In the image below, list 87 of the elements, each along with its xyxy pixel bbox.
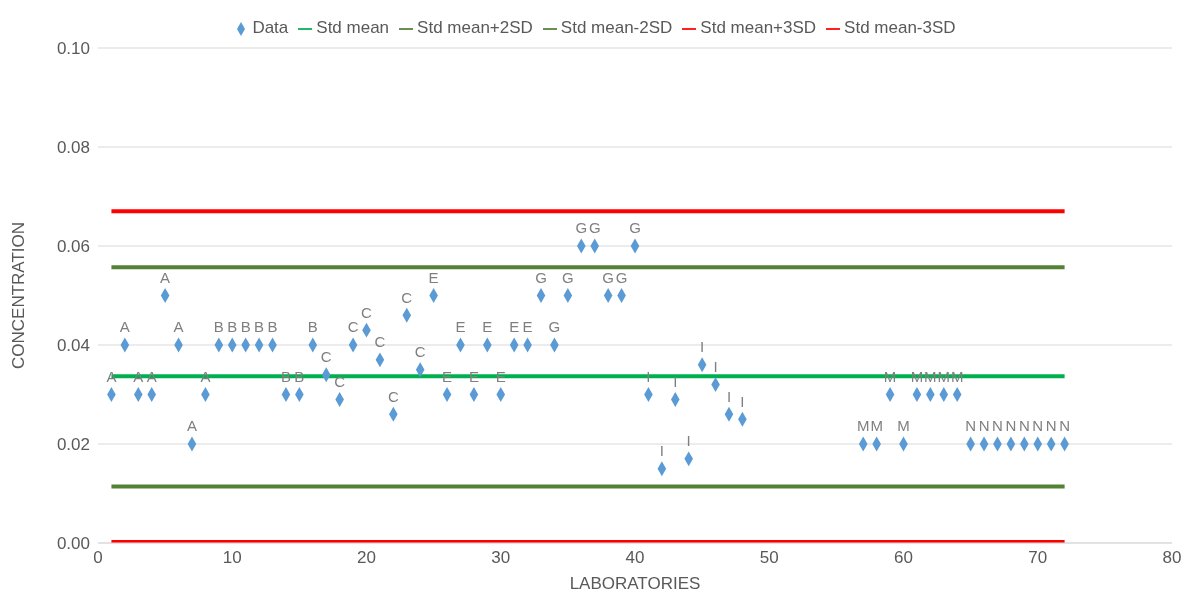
data-label: A [173,318,184,336]
data-label: E [468,367,479,385]
data-label: M [924,367,937,385]
data-label: I [713,358,718,376]
data-label: C [347,318,359,336]
data-label: C [361,303,373,321]
data-label: N [992,417,1003,435]
data-label: B [240,318,251,336]
data-label: B [307,318,318,336]
data-label: G [562,268,574,286]
data-label: N [1018,417,1030,435]
y-tick-label: 0.06 [56,237,90,257]
data-label: N [1032,417,1044,435]
data-label: N [978,417,990,435]
data-label: G [535,268,547,286]
data-label: B [227,318,238,336]
data-label: E [509,318,520,336]
data-label: A [160,268,171,286]
data-label: E [428,268,439,286]
data-label: C [401,288,413,306]
data-label: C [334,372,346,390]
data-label: G [548,318,561,336]
data-label: B [213,318,224,336]
data-label: M [897,417,910,435]
legend-label: Std mean [316,18,390,37]
x-tick-label: 70 [1028,548,1048,568]
x-tick-label: 20 [357,548,376,568]
data-label: A [146,367,157,385]
data-label: E [495,367,506,385]
data-label: B [254,318,265,336]
x-tick-label: 0 [93,548,103,568]
data-label: M [950,367,964,385]
data-label: A [186,417,197,435]
data-label: I [659,442,664,460]
data-label: A [200,367,211,385]
data-label: G [602,268,614,286]
data-label: G [615,268,628,286]
data-label: M [937,367,951,385]
data-label: G [629,219,641,237]
x-tick-label: 60 [894,548,913,568]
data-label: I [740,392,745,410]
data-label: I [726,387,732,405]
legend-label: Std mean+2SD [417,18,533,37]
data-label: E [455,318,466,336]
data-label: B [280,367,291,385]
data-label: E [482,318,493,336]
legend-label: Std mean-2SD [560,18,673,37]
y-tick-label: 0.04 [56,336,90,356]
data-label: G [588,219,601,237]
data-label: C [374,333,386,351]
x-tick-label: 10 [222,548,242,568]
data-label: B [294,367,305,385]
y-tick-label: 0.02 [56,435,90,455]
data-label: C [414,343,426,361]
x-tick-label: 30 [491,548,511,568]
data-label: M [870,417,883,435]
x-axis-title: LABORATORIES [569,574,701,593]
x-tick-label: 50 [759,548,779,568]
data-label: A [133,367,144,385]
data-label: B [267,318,278,336]
data-label: M [883,367,897,385]
y-axis-title: CONCENTRATION [9,221,29,370]
legend-label: Std mean+3SD [700,18,817,37]
data-label: N [1059,417,1071,435]
data-label: E [442,367,453,385]
data-label: N [1005,417,1017,435]
data-label: A [106,367,117,385]
data-label: I [646,367,651,385]
y-tick-label: 0.10 [56,39,90,59]
data-label: E [522,318,533,336]
data-label: M [856,417,870,435]
y-tick-label: 0.08 [56,138,90,158]
data-label: I [673,372,678,390]
data-label: N [965,417,977,435]
data-label: G [575,219,588,237]
legend-label: Data [252,18,289,37]
data-label: M [910,367,924,385]
data-label: I [686,432,691,450]
data-label: C [320,348,332,366]
data-label: I [700,338,705,356]
data-label: A [119,318,130,336]
data-label: N [1045,417,1057,435]
legend-label: Std mean-3SD [844,18,956,37]
y-tick-label: 0.00 [56,534,90,554]
x-tick-label: 40 [625,548,645,568]
data-label: C [387,387,399,405]
x-tick-label: 80 [1162,548,1182,568]
